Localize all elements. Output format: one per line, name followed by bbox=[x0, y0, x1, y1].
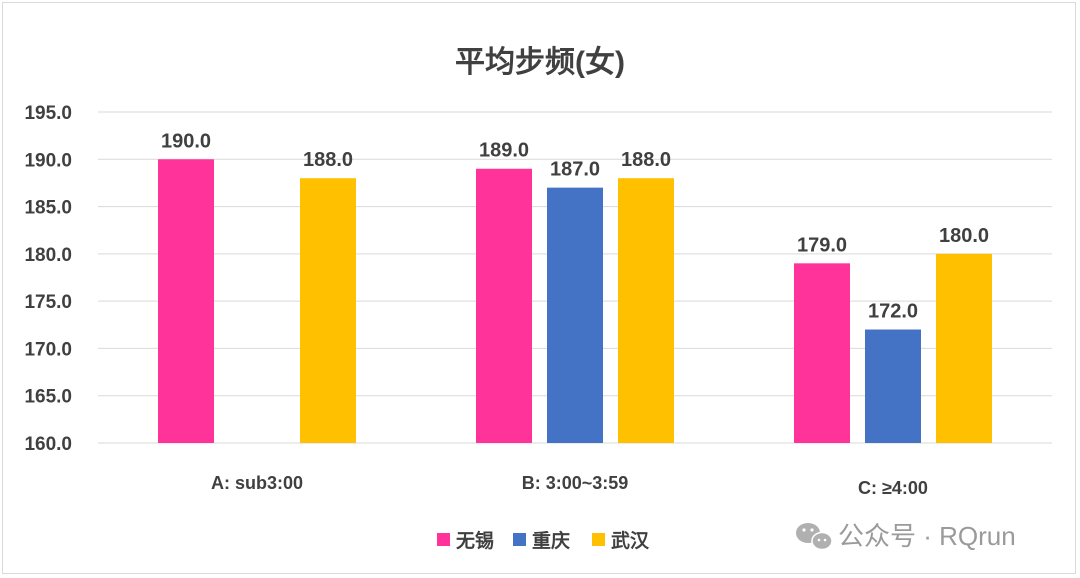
bar bbox=[794, 263, 850, 443]
data-label: 172.0 bbox=[868, 301, 918, 323]
bar bbox=[300, 178, 356, 443]
y-tick-label: 170.0 bbox=[24, 339, 72, 360]
y-tick-label: 190.0 bbox=[24, 150, 72, 171]
x-axis-ticks: A: sub3:00 B: 3:00~3:59 C: ≥4:00 bbox=[211, 473, 928, 498]
legend: 无锡 重庆 武汉 bbox=[437, 529, 650, 552]
data-label: 179.0 bbox=[797, 234, 847, 256]
bar bbox=[936, 253, 992, 443]
x-tick-label: B: 3:00~3:59 bbox=[522, 473, 629, 493]
bar bbox=[865, 329, 921, 443]
data-label: 180.0 bbox=[939, 225, 989, 247]
y-tick-label: 160.0 bbox=[24, 434, 72, 455]
bars bbox=[158, 159, 992, 444]
y-tick-label: 185.0 bbox=[24, 198, 72, 219]
legend-swatch bbox=[513, 533, 526, 546]
data-labels: 190.0 188.0 189.0 187.0 188.0 179.0 172.0 180.0 bbox=[161, 130, 989, 322]
y-tick-label: 175.0 bbox=[24, 292, 72, 313]
bar bbox=[547, 187, 603, 443]
watermark-text: 公众号 · RQrun bbox=[838, 521, 1016, 551]
bar bbox=[476, 168, 532, 443]
legend-swatch bbox=[437, 533, 450, 546]
data-label: 187.0 bbox=[550, 159, 600, 181]
bar bbox=[618, 178, 674, 443]
data-label: 188.0 bbox=[621, 149, 671, 171]
legend-label: 重庆 bbox=[532, 529, 570, 552]
chart-title: 平均步频(女) bbox=[455, 45, 625, 79]
watermark: 公众号 · RQrun bbox=[796, 521, 1016, 551]
y-tick-label: 165.0 bbox=[24, 387, 72, 408]
legend-label: 武汉 bbox=[611, 530, 650, 552]
data-label: 188.0 bbox=[303, 149, 353, 171]
data-label: 190.0 bbox=[161, 130, 211, 152]
data-label: 189.0 bbox=[479, 140, 529, 162]
legend-label: 无锡 bbox=[456, 529, 494, 552]
wechat-icon bbox=[796, 523, 833, 551]
x-tick-label: A: sub3:00 bbox=[211, 473, 303, 493]
y-axis-ticks: 160.0 165.0 170.0 175.0 180.0 185.0 190.0 195.0 bbox=[24, 103, 72, 455]
y-tick-label: 195.0 bbox=[24, 103, 72, 124]
y-tick-label: 180.0 bbox=[24, 245, 72, 266]
legend-swatch bbox=[592, 533, 605, 546]
bar bbox=[158, 159, 214, 444]
x-tick-label: C: ≥4:00 bbox=[858, 478, 928, 498]
